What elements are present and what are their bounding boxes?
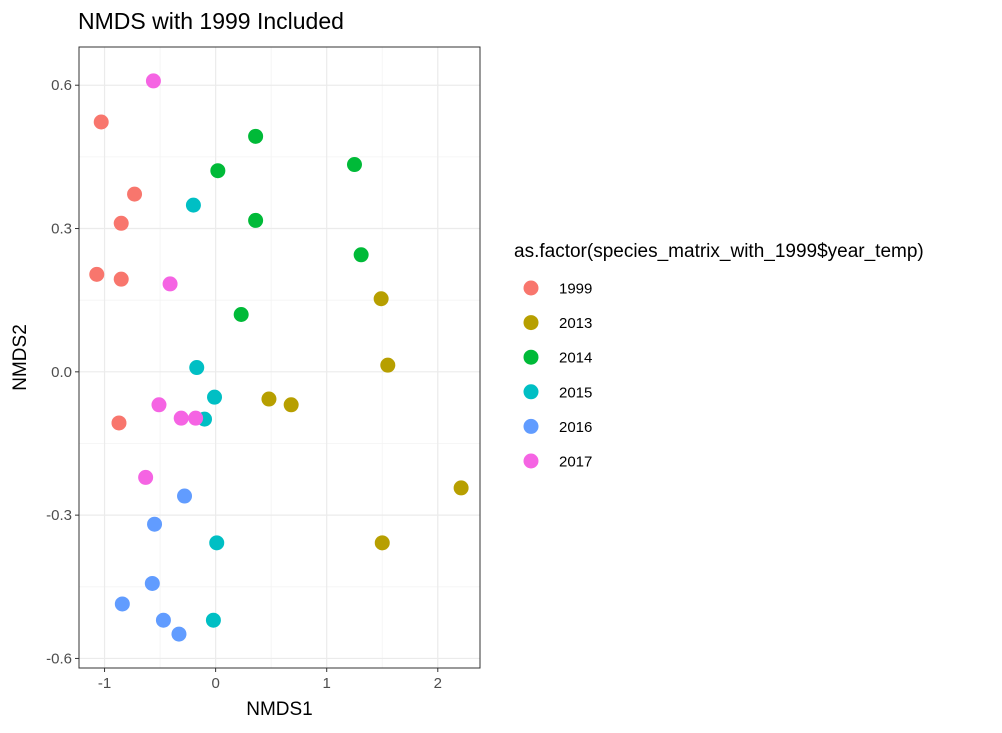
- axis-ticks: -1 0 1 2 -0.6 -0.3 0.0 0.3 0.6: [46, 77, 442, 692]
- point-2015: [205, 612, 221, 628]
- legend-key-2013: [523, 315, 539, 331]
- point-2017: [138, 469, 154, 485]
- point-2014: [233, 307, 249, 323]
- legend-label-1999: 1999: [559, 281, 592, 298]
- legend-key-2015: [523, 384, 539, 400]
- legend-label-2015: 2015: [559, 384, 592, 401]
- y-axis-title: NMDS2: [10, 324, 31, 391]
- legend-label-2013: 2013: [559, 315, 592, 332]
- y-tick-label: -0.3: [46, 507, 72, 524]
- point-2016: [171, 626, 187, 642]
- point-2017: [151, 397, 167, 413]
- point-2016: [147, 516, 163, 532]
- data-points: [89, 73, 469, 642]
- point-2013: [380, 357, 396, 373]
- point-2017: [145, 73, 161, 89]
- point-2013: [453, 480, 469, 496]
- point-2014: [346, 157, 362, 173]
- point-1999: [127, 186, 143, 202]
- x-axis-title: NMDS1: [246, 699, 313, 720]
- point-2016: [114, 596, 130, 612]
- point-1999: [113, 215, 129, 231]
- point-2013: [373, 291, 389, 307]
- point-1999: [113, 271, 129, 287]
- y-tick-label: -0.6: [46, 650, 72, 667]
- point-1999: [89, 266, 105, 282]
- point-2016: [155, 612, 171, 628]
- point-2014: [248, 212, 264, 228]
- point-2016: [144, 575, 160, 591]
- point-2015: [209, 535, 225, 551]
- point-2017: [162, 276, 178, 292]
- point-2013: [374, 535, 390, 551]
- legend-key-2014: [523, 349, 539, 365]
- y-tick-label: 0.3: [51, 221, 72, 238]
- grid-lines: [79, 47, 480, 668]
- point-2015: [185, 197, 201, 213]
- point-2013: [283, 397, 299, 413]
- point-1999: [93, 114, 109, 130]
- x-tick-label: 2: [434, 675, 442, 692]
- legend-label-2014: 2014: [559, 350, 592, 367]
- legend: 1999 2013 2014 2015 2016 2017: [523, 280, 592, 471]
- x-tick-label: -1: [98, 675, 111, 692]
- point-2015: [207, 389, 223, 405]
- point-2013: [261, 391, 277, 407]
- point-1999: [111, 415, 127, 431]
- legend-title: as.factor(species_matrix_with_1999$year_…: [514, 241, 924, 262]
- point-2015: [189, 360, 205, 376]
- point-2016: [177, 488, 193, 504]
- y-tick-label: 0.6: [51, 77, 72, 94]
- chart-title: NMDS with 1999 Included: [78, 8, 344, 34]
- point-2017: [173, 410, 189, 426]
- legend-key-2016: [523, 418, 539, 434]
- point-2014: [210, 163, 226, 179]
- legend-key-2017: [523, 453, 539, 469]
- point-2014: [248, 128, 264, 144]
- legend-label-2016: 2016: [559, 419, 592, 436]
- legend-key-1999: [523, 280, 539, 296]
- legend-label-2017: 2017: [559, 454, 592, 471]
- point-2017: [188, 410, 204, 426]
- point-2014: [353, 247, 369, 263]
- plot-panel-border: [78, 46, 481, 669]
- x-tick-label: 0: [211, 675, 219, 692]
- x-tick-label: 1: [323, 675, 331, 692]
- y-tick-label: 0.0: [51, 364, 72, 381]
